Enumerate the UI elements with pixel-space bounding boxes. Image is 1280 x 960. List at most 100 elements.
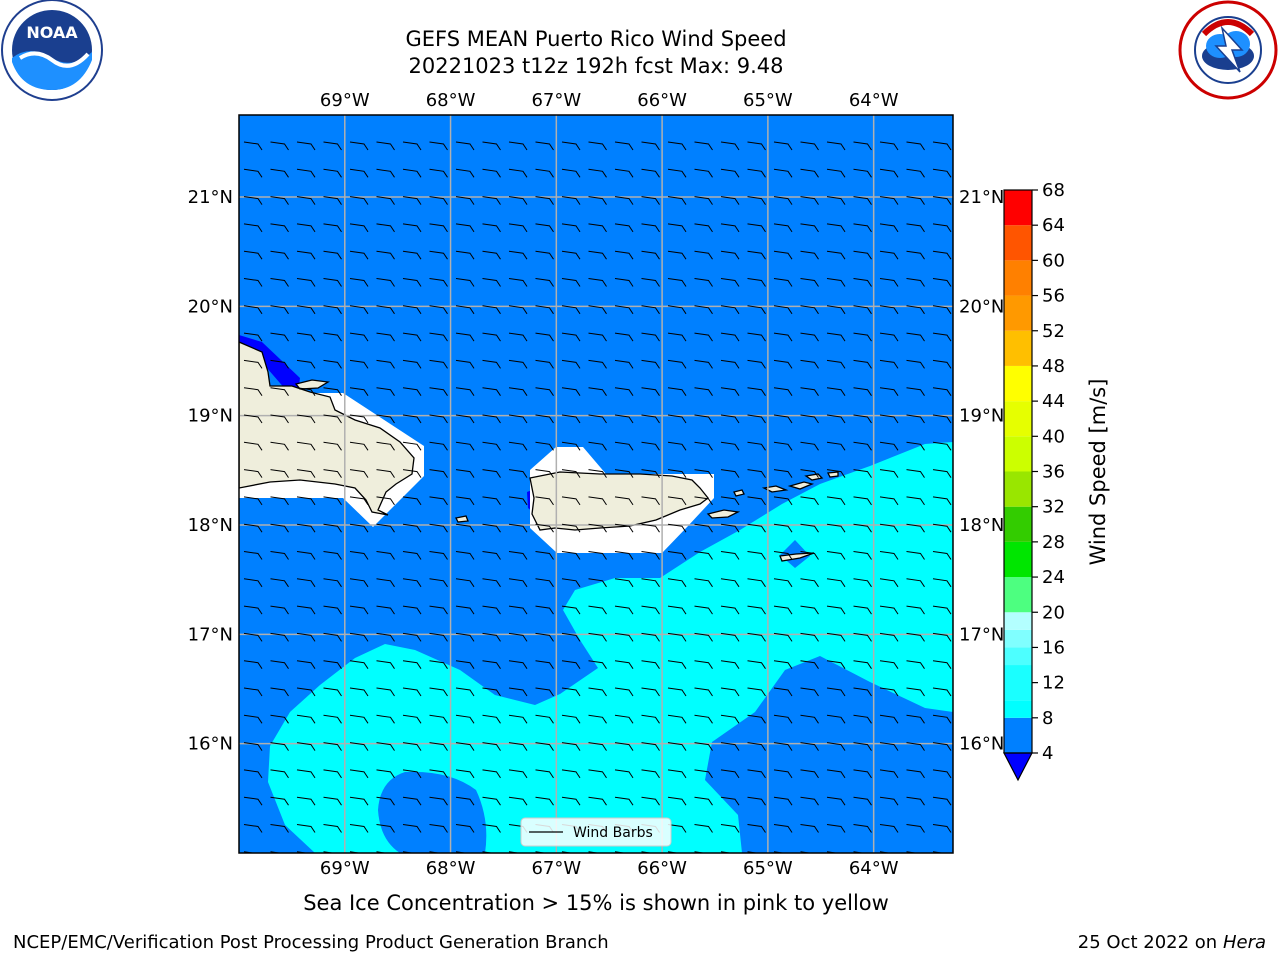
wind-barb (243, 441, 263, 451)
wind-barb (243, 168, 263, 178)
wind-barb (588, 196, 607, 205)
wind-barb (932, 141, 952, 151)
wind-barb (641, 168, 660, 178)
wind-barb (588, 660, 607, 669)
footer-credit: NCEP/EMC/Verification Post Processing Pr… (13, 932, 609, 953)
wind-barb (667, 660, 687, 669)
wind-barb (747, 551, 766, 560)
wind-barb (323, 387, 342, 396)
wind-barb (508, 305, 528, 315)
wind-barb (853, 223, 872, 233)
wind-barb (482, 441, 501, 451)
colorbar-bin (1004, 717, 1032, 753)
wind-barb (588, 332, 607, 342)
wind-barb (747, 168, 766, 178)
wind-barb (667, 278, 687, 287)
wind-barb (800, 742, 819, 751)
longitude-label: 64°W (849, 858, 899, 879)
wind-barb (270, 168, 289, 178)
wind-barb (667, 196, 687, 205)
wind-barb (667, 305, 687, 315)
wind-barb (800, 441, 819, 451)
wind-barb (826, 278, 846, 287)
wind-barb (296, 714, 316, 724)
wind-barb (906, 742, 925, 751)
wind-barb (641, 578, 660, 588)
wind-barb (773, 742, 793, 751)
wind-barb (667, 632, 687, 642)
wind-barb (429, 496, 448, 506)
wind-barb (773, 359, 793, 369)
wind-barb (879, 250, 899, 260)
wind-barb (323, 523, 342, 533)
wind-barb (826, 578, 846, 588)
wind-barb (800, 141, 819, 151)
noaa-logo-text: NOAA (26, 23, 78, 42)
wind-barb (243, 305, 263, 315)
wind-barb (853, 824, 872, 833)
wind-barb (296, 359, 316, 369)
wind-barb (535, 660, 554, 669)
wind-barb (773, 196, 793, 205)
wind-barb (482, 387, 501, 396)
wind-barb (720, 196, 740, 205)
wind-barb (243, 714, 263, 724)
wind-barb (482, 824, 501, 833)
wind-barb (535, 632, 554, 642)
wind-barb (349, 714, 369, 724)
wind-barb (296, 769, 316, 779)
wind-barb (296, 824, 316, 833)
wind-barb (826, 824, 846, 833)
wind-barb (800, 824, 819, 833)
colorbar-bin (1004, 541, 1032, 578)
wind-barb (349, 578, 369, 588)
wind-barb (720, 469, 740, 478)
wind-barbs (243, 141, 952, 853)
wind-barb (906, 796, 925, 806)
wind-barb (455, 769, 475, 779)
wind-barb (482, 141, 501, 151)
wind-barb (932, 824, 952, 833)
wind-barb (614, 250, 634, 260)
wind-barb (296, 196, 316, 205)
wind-barb (641, 687, 660, 697)
wind-barb (800, 359, 819, 369)
colorbar-tick-label: 68 (1042, 180, 1065, 201)
latitude-label: 19°N (188, 406, 233, 427)
wind-barb (323, 469, 342, 478)
wind-barb (535, 496, 554, 506)
wind-barb (747, 796, 766, 806)
wind-barb (747, 196, 766, 205)
wind-barb (747, 223, 766, 233)
wind-barb (614, 714, 634, 724)
wind-barb (455, 660, 475, 669)
wind-barb (614, 168, 634, 178)
wind-barb (641, 632, 660, 642)
wind-barb (561, 632, 581, 642)
wind-barb (296, 605, 316, 615)
wind-barb (826, 305, 846, 315)
wind-barb (429, 278, 448, 287)
wind-barb (694, 632, 713, 642)
wind-barb (376, 250, 395, 260)
wind-barb (455, 605, 475, 615)
wind-barb (773, 278, 793, 287)
wind-barb (535, 769, 554, 779)
colorbar-tick-label: 40 (1042, 426, 1065, 447)
wind-barb (270, 469, 289, 478)
wind-barb (270, 332, 289, 342)
wind-barb (455, 223, 475, 233)
wind-barb (535, 278, 554, 287)
wind-barb (720, 223, 740, 233)
wind-barb (906, 414, 925, 424)
wind-barb (906, 824, 925, 833)
wind-barb (323, 141, 342, 151)
wind-barb (614, 796, 634, 806)
colorbar-bin (1004, 506, 1032, 542)
wind-barb (720, 141, 740, 151)
latitude-label: 20°N (188, 296, 233, 317)
wind-barb (243, 796, 263, 806)
wind-barb (561, 578, 581, 588)
wind-barb (641, 660, 660, 669)
longitude-labels-top: 69°W 68°W 67°W 66°W 65°W 64°W (320, 90, 899, 111)
